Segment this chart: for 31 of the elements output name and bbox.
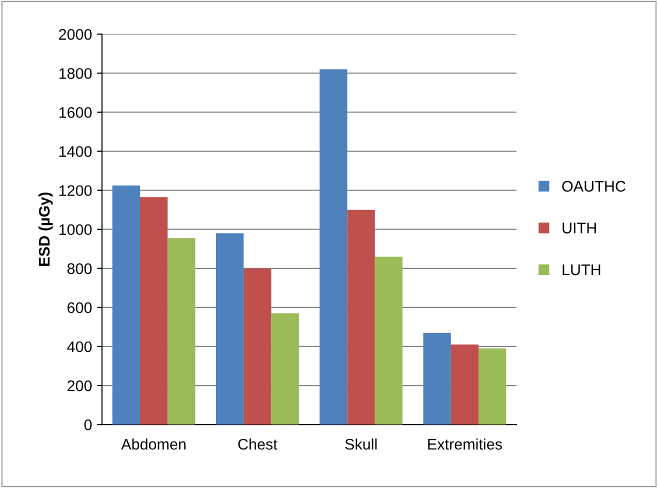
y-tick-label: 0	[84, 419, 92, 430]
bar	[140, 197, 168, 425]
y-tick-label: 1000	[59, 224, 92, 236]
bar	[244, 268, 272, 425]
y-tick-label: 1400	[59, 146, 92, 157]
y-tick-label: 1600	[59, 107, 92, 118]
y-tick-label: 800	[67, 263, 92, 274]
bar	[320, 69, 348, 425]
x-tick-label: Chest	[238, 438, 278, 450]
bar	[374, 256, 403, 425]
y-tick-label: 1800	[59, 68, 92, 79]
y-tick-label: 1200	[59, 185, 92, 196]
x-tick-label: Extremities	[428, 438, 502, 450]
bar	[450, 344, 479, 425]
bar	[271, 313, 299, 425]
x-tick-label: Skull	[345, 438, 377, 450]
y-tick-label: 2000	[59, 29, 92, 40]
bar	[168, 238, 196, 425]
y-axis-title: ESD (µGy)	[38, 192, 53, 266]
bar	[423, 332, 451, 425]
y-tick-label: 200	[68, 380, 92, 392]
bar	[112, 185, 140, 425]
bar	[347, 210, 375, 425]
bar	[478, 348, 506, 425]
bar	[216, 233, 244, 425]
y-tick-label: 600	[68, 302, 92, 314]
x-tick-label: Abdomen	[121, 438, 186, 450]
y-tick-label: 400	[67, 341, 92, 352]
legend-label: LUTH	[562, 264, 600, 276]
legend-label: UITH	[562, 222, 596, 234]
legend-label: OAUTHC	[562, 180, 626, 192]
